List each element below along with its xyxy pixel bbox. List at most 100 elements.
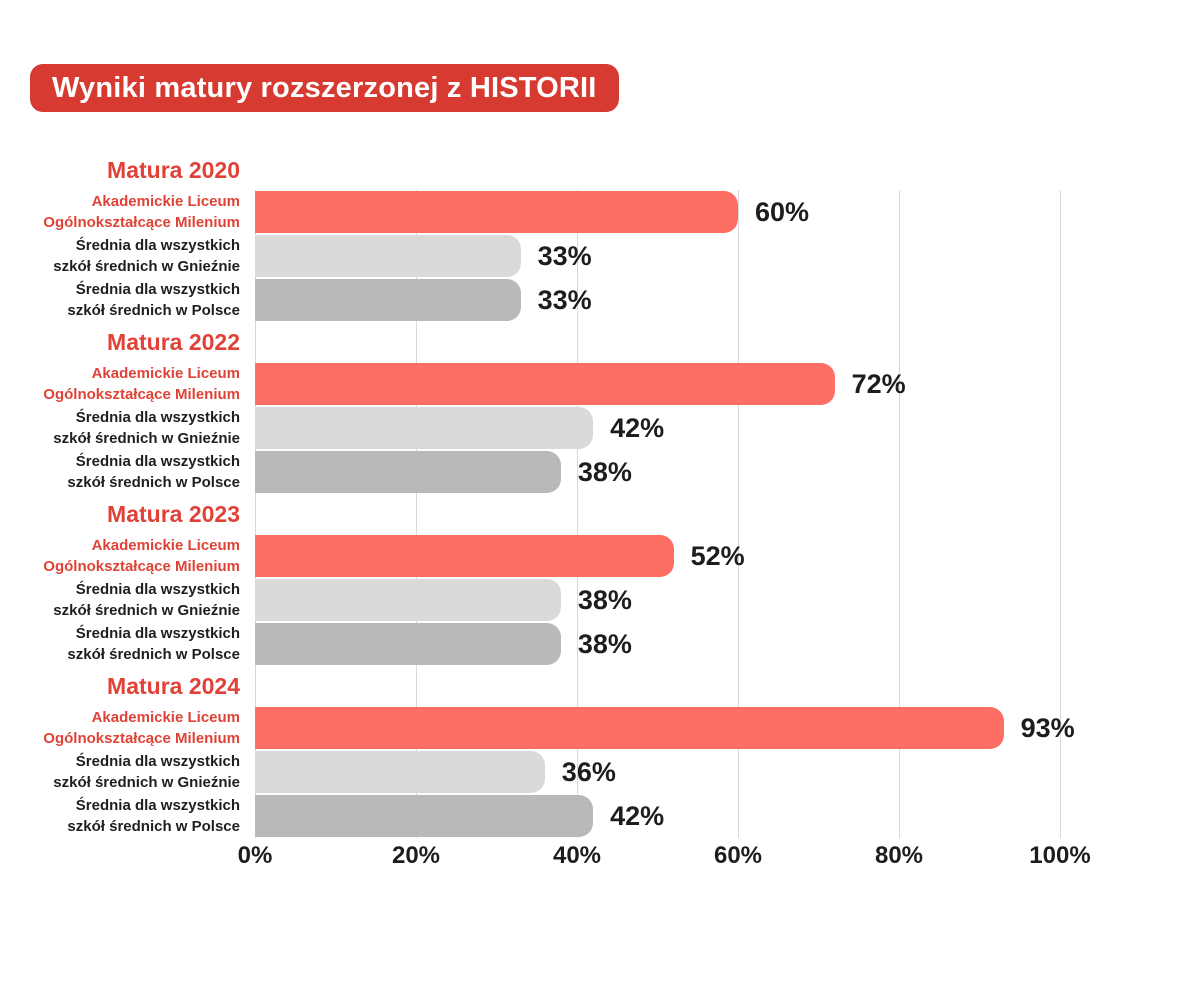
bar-row: Średnia dla wszystkich szkół średnich w G… [0, 578, 1200, 622]
bar-series-1-group-3 [255, 751, 545, 793]
row-label: Średnia dla wszystkich szkół średnich w P… [0, 795, 255, 837]
gridline-40 [576, 190, 578, 838]
row-label-line: Średnia dla wszystkich [75, 625, 240, 642]
group-header-matura-2022: Matura 2022 [107, 328, 240, 355]
bar-row: Akademickie Liceum Ogólnokształcące Milen… [0, 362, 1200, 406]
row-label-line: Akademickie Liceum [91, 193, 240, 210]
bar-value-label: 72% [851, 368, 906, 399]
bar-track: 36% [255, 750, 1200, 794]
bar-series-1-group-2 [255, 579, 561, 621]
bar-track: 38% [255, 622, 1200, 666]
bar-row: Średnia dla wszystkich szkół średnich w P… [0, 450, 1200, 494]
row-label-line: Ogólnokształcące Milenium [43, 214, 240, 231]
bar-row: Średnia dla wszystkich szkół średnich w G… [0, 750, 1200, 794]
bar-value-label: 38% [577, 628, 632, 659]
x-tick-label-80: 80% [874, 842, 924, 869]
row-label-line: Średnia dla wszystkich [75, 453, 240, 470]
row-label: Akademickie Liceum Ogólnokształcące Milen… [0, 191, 255, 233]
bar-value-label: 33% [537, 240, 592, 271]
bar-track: 38% [255, 450, 1200, 494]
x-tick-label-60: 60% [713, 842, 763, 869]
bar-value-label: 42% [610, 800, 665, 831]
bar-track: 38% [255, 578, 1200, 622]
bar-series-2-group-0 [255, 279, 521, 321]
bar-row: Średnia dla wszystkich szkół średnich w P… [0, 794, 1200, 838]
row-label-line: Średnia dla wszystkich [75, 237, 240, 254]
bar-row: Średnia dla wszystkich szkół średnich w G… [0, 234, 1200, 278]
row-label: Średnia dla wszystkich szkół średnich w G… [0, 407, 255, 449]
bar-value-label: 52% [690, 540, 745, 571]
bar-row: Średnia dla wszystkich szkół średnich w G… [0, 406, 1200, 450]
row-label-line: szkół średnich w Gnieźnie [53, 430, 240, 447]
bar-series-2-group-3 [255, 795, 594, 837]
bar-value-label: 60% [755, 196, 810, 227]
row-label-line: szkół średnich w Polsce [67, 302, 240, 319]
bar-series-2-group-1 [255, 451, 561, 493]
gridline-20 [415, 190, 417, 838]
bar-value-label: 38% [577, 456, 632, 487]
group-header-matura-2024: Matura 2024 [107, 672, 240, 699]
bar-series-0-group-2 [255, 535, 674, 577]
row-label: Średnia dla wszystkich szkół średnich w P… [0, 279, 255, 321]
row-label: Średnia dla wszystkich szkół średnich w G… [0, 579, 255, 621]
row-label-line: Średnia dla wszystkich [75, 281, 240, 298]
row-label-line: Średnia dla wszystkich [75, 753, 240, 770]
bar-track: 52% [255, 534, 1200, 578]
row-label-line: szkół średnich w Gnieźnie [53, 774, 240, 791]
gridline-60 [737, 190, 739, 838]
row-label-line: Średnia dla wszystkich [75, 409, 240, 426]
row-label: Akademickie Liceum Ogólnokształcące Milen… [0, 363, 255, 405]
row-label-line: Akademickie Liceum [91, 537, 240, 554]
bar-row: Średnia dla wszystkich szkół średnich w P… [0, 622, 1200, 666]
row-label-line: Ogólnokształcące Milenium [43, 386, 240, 403]
bar-value-label: 93% [1020, 712, 1075, 743]
row-label-line: Akademickie Liceum [91, 365, 240, 382]
x-tick-label-100: 100% [1029, 842, 1091, 869]
bar-track: 33% [255, 234, 1200, 278]
bar-value-label: 36% [561, 756, 616, 787]
bar-track: 60% [255, 190, 1200, 234]
x-tick-label-0: 0% [237, 842, 273, 869]
row-label-line: szkół średnich w Polsce [67, 646, 240, 663]
row-label: Średnia dla wszystkich szkół średnich w P… [0, 623, 255, 665]
x-axis: 0% 20% 40% 60% 80% 100% [0, 842, 1200, 872]
bar-series-0-group-1 [255, 363, 835, 405]
bar-row: Średnia dla wszystkich szkół średnich w P… [0, 278, 1200, 322]
row-label-line: Ogólnokształcące Milenium [43, 730, 240, 747]
bar-row: Akademickie Liceum Ogólnokształcące Milen… [0, 190, 1200, 234]
bar-track: 93% [255, 706, 1200, 750]
row-label-line: Średnia dla wszystkich [75, 797, 240, 814]
bar-series-1-group-1 [255, 407, 594, 449]
row-label: Akademickie Liceum Ogólnokształcące Milen… [0, 707, 255, 749]
row-label-line: Akademickie Liceum [91, 709, 240, 726]
bar-track: 42% [255, 794, 1200, 838]
bar-row: Akademickie Liceum Ogólnokształcące Milen… [0, 706, 1200, 750]
chart-title: Wyniki matury rozszerzonej z HISTORII [52, 71, 597, 104]
x-tick-label-40: 40% [552, 842, 602, 869]
group-header-matura-2020: Matura 2020 [107, 156, 240, 183]
row-label-line: Ogólnokształcące Milenium [43, 558, 240, 575]
chart-title-badge: Wyniki matury rozszerzonej z HISTORII [30, 64, 619, 112]
bar-track: 72% [255, 362, 1200, 406]
bar-track: 42% [255, 406, 1200, 450]
bar-value-label: 38% [577, 584, 632, 615]
bar-series-2-group-2 [255, 623, 561, 665]
gridline-80 [898, 190, 900, 838]
gridline-0 [254, 190, 256, 838]
bar-row: Akademickie Liceum Ogólnokształcące Milen… [0, 534, 1200, 578]
row-label-line: szkół średnich w Polsce [67, 474, 240, 491]
row-label: Akademickie Liceum Ogólnokształcące Milen… [0, 535, 255, 577]
row-label: Średnia dla wszystkich szkół średnich w P… [0, 451, 255, 493]
x-tick-label-20: 20% [391, 842, 441, 869]
bar-value-label: 42% [610, 412, 665, 443]
gridline-100 [1059, 190, 1061, 838]
row-label: Średnia dla wszystkich szkół średnich w G… [0, 751, 255, 793]
row-label: Średnia dla wszystkich szkół średnich w G… [0, 235, 255, 277]
bar-chart: Matura 2020 Akademickie Liceum Ogólnokszta… [0, 150, 1200, 838]
bar-track: 33% [255, 278, 1200, 322]
row-label-line: Średnia dla wszystkich [75, 581, 240, 598]
bar-value-label: 33% [537, 284, 592, 315]
group-header-matura-2023: Matura 2023 [107, 500, 240, 527]
